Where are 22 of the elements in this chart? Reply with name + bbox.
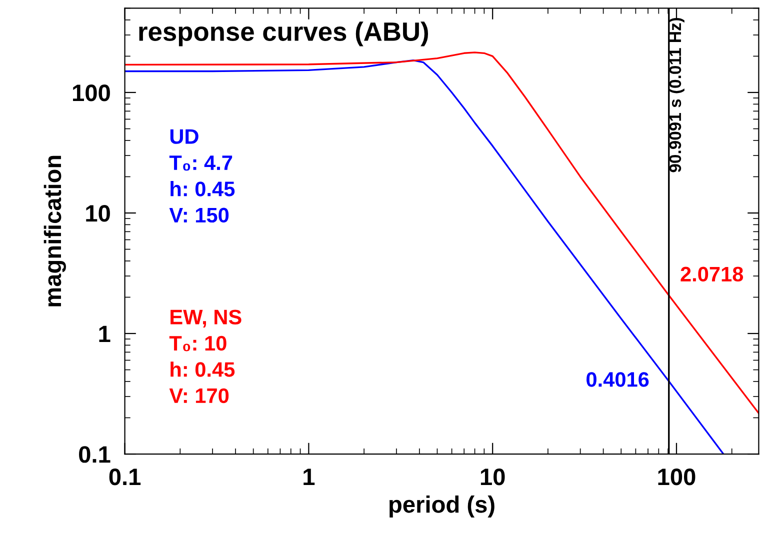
- annotation: h: 0.45: [170, 181, 235, 196]
- x-axis-title: period (s): [390, 495, 494, 518]
- x-tick-label: 1: [304, 468, 315, 486]
- annotation: T₀: 4.7: [169, 156, 232, 171]
- y-tick-label: 10: [86, 205, 110, 222]
- y-tick-label: 0.1: [79, 446, 110, 463]
- annotation: T₀: 10: [169, 336, 226, 352]
- ref-line-label: 90.9091 s (0.011 Hz): [668, 18, 684, 172]
- x-tick-label: 100: [658, 468, 696, 486]
- y-axis-title: magnification: [44, 156, 66, 306]
- annotation: h: 0.45: [170, 362, 235, 377]
- x-tick-label: 10: [480, 468, 505, 486]
- text: UD: [170, 129, 198, 144]
- annotation: 2.0718: [680, 266, 744, 282]
- annotation: 0.4016: [586, 372, 649, 387]
- y-tick-label: 1: [99, 326, 110, 342]
- y-tick-label: 100: [73, 84, 110, 102]
- x-tick-label: 0.1: [109, 468, 141, 486]
- annotation: V: 170: [169, 388, 229, 404]
- chart-title: response curves (ABU): [139, 22, 428, 46]
- annotation: V: 150: [169, 208, 229, 223]
- text: EW, NS: [170, 310, 242, 328]
